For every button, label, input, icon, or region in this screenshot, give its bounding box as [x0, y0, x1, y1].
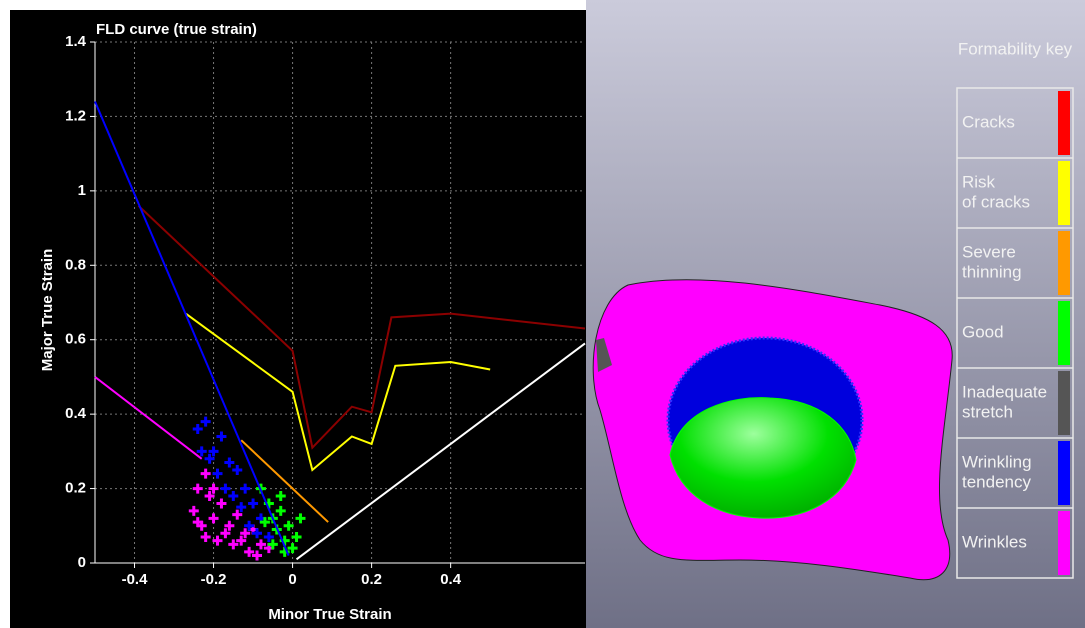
y-tick-label: 0.6: [65, 331, 86, 348]
key-swatch: [1058, 441, 1070, 505]
x-tick-label: 0.2: [361, 571, 382, 588]
key-label: Inadequate: [962, 382, 1047, 401]
key-label: of cracks: [962, 192, 1030, 211]
key-swatch: [1058, 161, 1070, 225]
key-label: thinning: [962, 262, 1022, 281]
key-swatch: [1058, 511, 1070, 575]
key-title: Formability key: [958, 39, 1073, 58]
x-tick-label: -0.2: [201, 571, 227, 588]
y-tick-label: 1.4: [65, 33, 87, 50]
x-axis-label: Minor True Strain: [268, 606, 391, 623]
y-axis-label: Major True Strain: [39, 249, 56, 372]
key-label: Cracks: [962, 112, 1015, 131]
key-swatch: [1058, 371, 1070, 435]
y-tick-label: 0.8: [65, 256, 86, 273]
page: {"chart_data": {"type": "line", "title":…: [0, 0, 1085, 628]
x-tick-label: 0: [288, 571, 296, 588]
key-label: Good: [962, 322, 1004, 341]
x-tick-label: 0.4: [440, 571, 462, 588]
y-tick-label: 0.2: [65, 480, 86, 497]
x-tick-label: -0.4: [122, 571, 149, 588]
key-label: tendency: [962, 472, 1031, 491]
screen: FLD curve (true strain) Minor True Strai…: [0, 0, 1085, 628]
key-label: Risk: [962, 172, 996, 191]
y-tick-label: 1: [78, 182, 86, 199]
key-label: Wrinkling: [962, 452, 1032, 471]
key-swatch: [1058, 231, 1070, 295]
key-label: stretch: [962, 402, 1013, 421]
y-tick-label: 0.4: [65, 405, 87, 422]
key-swatch: [1058, 91, 1070, 155]
y-tick-label: 0: [78, 554, 86, 571]
chart-title: FLD curve (true strain): [96, 21, 257, 38]
y-tick-label: 1.2: [65, 107, 86, 124]
part-model: [593, 280, 952, 580]
key-label: Wrinkles: [962, 532, 1027, 551]
key-swatch: [1058, 301, 1070, 365]
key-label: Severe: [962, 242, 1016, 261]
